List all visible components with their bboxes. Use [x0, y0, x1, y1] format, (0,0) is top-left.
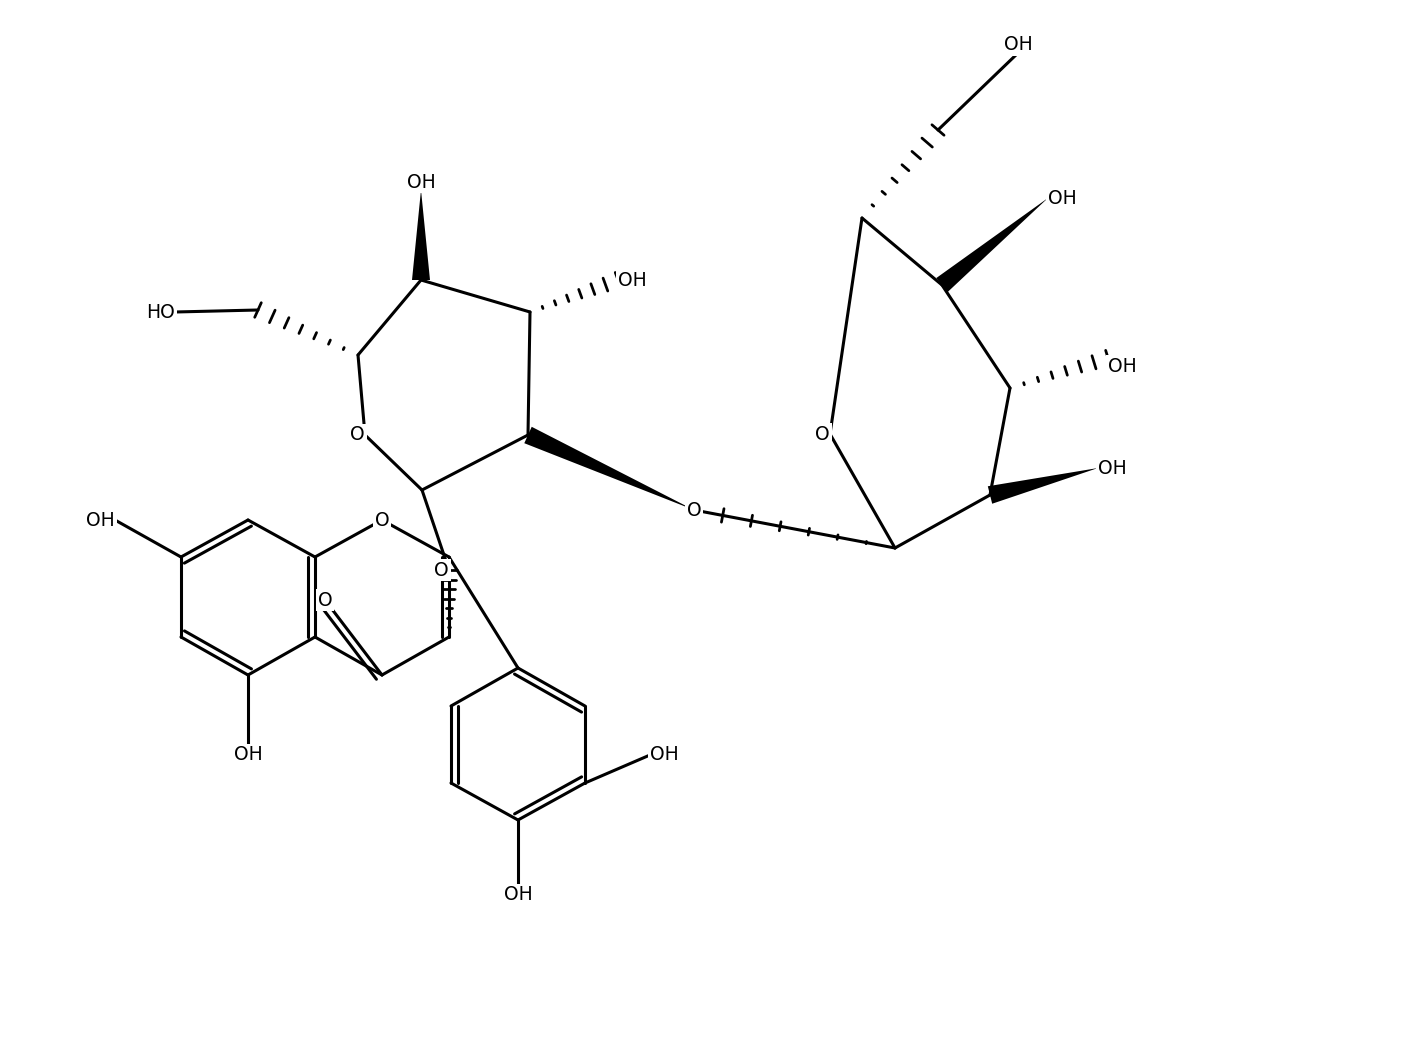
- Text: O: O: [435, 561, 449, 580]
- Text: O: O: [375, 510, 390, 529]
- Text: OH: OH: [1048, 188, 1077, 207]
- Text: HO: HO: [146, 303, 175, 322]
- Text: OH: OH: [407, 173, 435, 191]
- Text: OH: OH: [234, 746, 262, 765]
- Text: OH: OH: [86, 510, 115, 529]
- Text: OH: OH: [1098, 459, 1126, 478]
- Polygon shape: [988, 468, 1098, 504]
- Text: OH: OH: [618, 270, 646, 289]
- Text: OH: OH: [504, 886, 532, 905]
- Text: O: O: [687, 501, 701, 520]
- Polygon shape: [524, 427, 694, 510]
- Text: OH: OH: [504, 886, 532, 905]
- Text: OH: OH: [650, 746, 679, 765]
- Polygon shape: [413, 190, 429, 280]
- Polygon shape: [936, 198, 1048, 292]
- Text: OH: OH: [650, 746, 679, 765]
- Text: O: O: [351, 425, 365, 445]
- Text: OH: OH: [1004, 36, 1032, 55]
- Text: O: O: [318, 590, 332, 609]
- Text: OH: OH: [1108, 357, 1136, 376]
- Text: O: O: [815, 425, 829, 444]
